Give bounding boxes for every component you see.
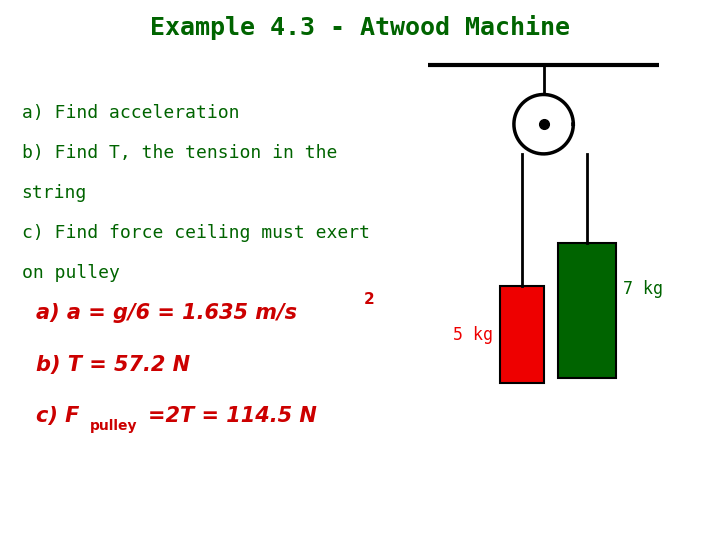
Bar [558, 243, 616, 378]
Text: 2: 2 [364, 292, 374, 307]
Text: =2T = 114.5 N: =2T = 114.5 N [148, 406, 317, 426]
Text: Example 4.3 - Atwood Machine: Example 4.3 - Atwood Machine [150, 15, 570, 39]
Text: b) Find T, the tension in the: b) Find T, the tension in the [22, 144, 337, 163]
Text: b) T = 57.2 N: b) T = 57.2 N [36, 354, 190, 375]
Bar [500, 286, 544, 383]
Text: a) a = g/6 = 1.635 m/s: a) a = g/6 = 1.635 m/s [36, 303, 297, 323]
Text: c) F: c) F [36, 406, 79, 426]
Text: pulley: pulley [90, 418, 138, 433]
Text: 7 kg: 7 kg [623, 280, 663, 298]
Text: string: string [22, 184, 87, 202]
Text: 5 kg: 5 kg [453, 326, 493, 344]
Text: on pulley: on pulley [22, 264, 120, 282]
Text: c) Find force ceiling must exert: c) Find force ceiling must exert [22, 224, 369, 242]
Text: a) Find acceleration: a) Find acceleration [22, 104, 239, 123]
